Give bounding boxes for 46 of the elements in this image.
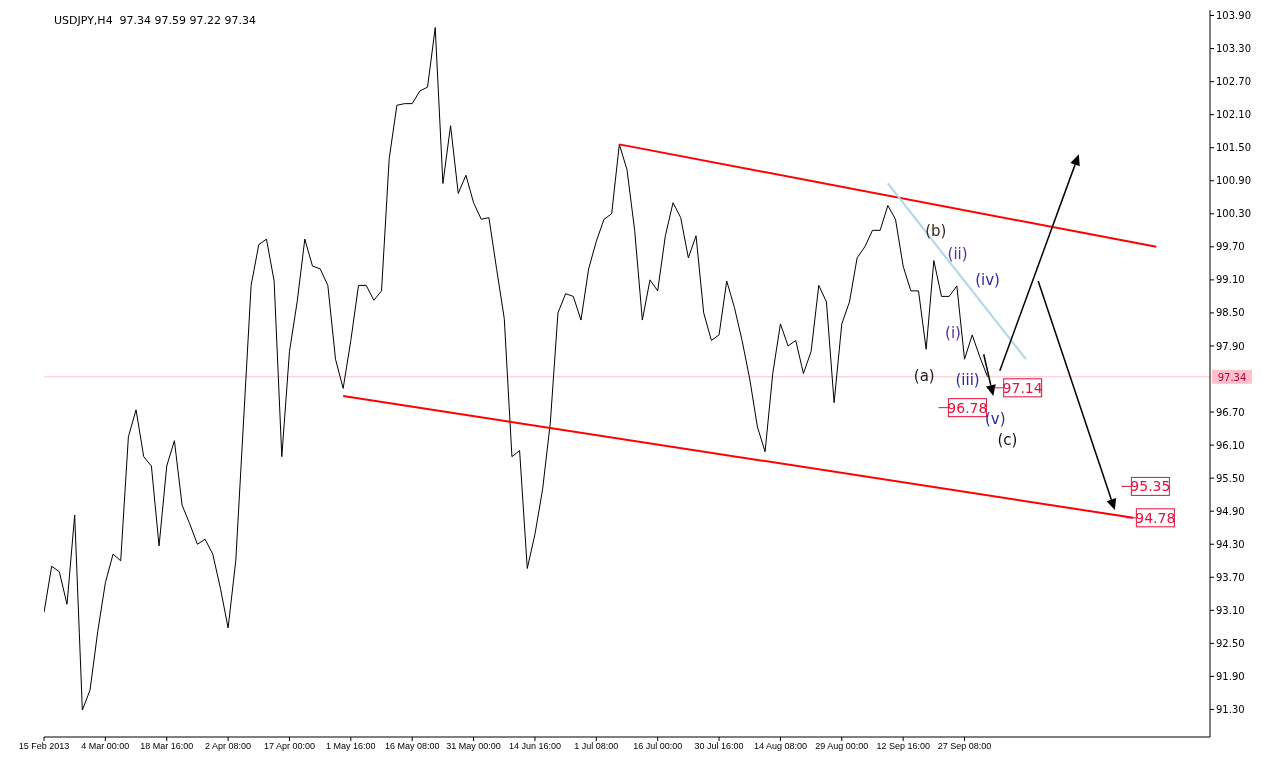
annotation: (iv) xyxy=(975,270,1000,289)
y-tick-label: 93.70 xyxy=(1216,571,1245,583)
y-tick-label: 100.30 xyxy=(1216,208,1251,220)
annotation: (iii) xyxy=(955,370,980,389)
y-tick-label: 98.50 xyxy=(1216,307,1245,319)
x-tick-label: 1 Jul 08:00 xyxy=(574,741,619,752)
x-tick-label: 30 Jul 16:00 xyxy=(694,741,744,752)
ref-line-label: 97.34 xyxy=(1217,371,1247,383)
y-tick-label: 102.10 xyxy=(1216,109,1251,121)
annotation: (b) xyxy=(925,222,947,241)
y-tick-label: 101.50 xyxy=(1216,142,1251,154)
y-tick-label: 99.70 xyxy=(1216,241,1245,253)
annotation: (a) xyxy=(913,366,935,385)
y-tick-label: 96.70 xyxy=(1216,406,1245,418)
chart-title: USDJPY,H4 97.34 97.59 97.22 97.34 xyxy=(54,14,257,27)
y-tick-label: 91.90 xyxy=(1216,670,1245,682)
y-tick-label: 91.30 xyxy=(1216,704,1245,716)
annotation: (ii) xyxy=(947,244,968,263)
y-tick-label: 96.10 xyxy=(1216,439,1245,451)
x-tick-label: 17 Apr 00:00 xyxy=(263,741,315,752)
y-tick-label: 94.30 xyxy=(1216,538,1245,550)
x-tick-label: 15 Feb 2013 xyxy=(18,741,70,752)
y-tick-label: 94.90 xyxy=(1216,505,1245,517)
x-tick-label: 2 Apr 08:00 xyxy=(205,741,252,752)
annotation: (c) xyxy=(997,430,1018,449)
annotation: (i) xyxy=(945,323,961,342)
y-tick-label: 99.10 xyxy=(1216,274,1245,286)
y-tick-label: 100.90 xyxy=(1216,175,1251,187)
x-tick-label: 31 May 00:00 xyxy=(446,741,501,752)
y-tick-label: 102.70 xyxy=(1216,76,1251,88)
x-tick-label: 12 Sep 16:00 xyxy=(876,741,930,752)
y-tick-label: 103.90 xyxy=(1216,10,1251,22)
x-tick-label: 14 Jun 16:00 xyxy=(508,741,561,752)
y-tick-label: 103.30 xyxy=(1216,43,1251,55)
y-tick-label: 95.50 xyxy=(1216,472,1245,484)
x-tick-label: 1 May 16:00 xyxy=(326,741,376,752)
y-tick-label: 93.10 xyxy=(1216,604,1245,616)
x-tick-label: 16 Jul 00:00 xyxy=(633,741,683,752)
x-tick-label: 16 May 08:00 xyxy=(384,741,440,752)
x-tick-label: 18 Mar 16:00 xyxy=(140,741,194,752)
x-tick-label: 29 Aug 00:00 xyxy=(815,741,869,752)
y-tick-label: 92.50 xyxy=(1216,637,1245,649)
x-tick-label: 27 Sep 08:00 xyxy=(937,741,992,752)
x-tick-label: 14 Aug 08:00 xyxy=(753,741,807,752)
x-tick-label: 4 Mar 00:00 xyxy=(81,741,130,752)
y-tick-label: 97.90 xyxy=(1216,340,1245,352)
